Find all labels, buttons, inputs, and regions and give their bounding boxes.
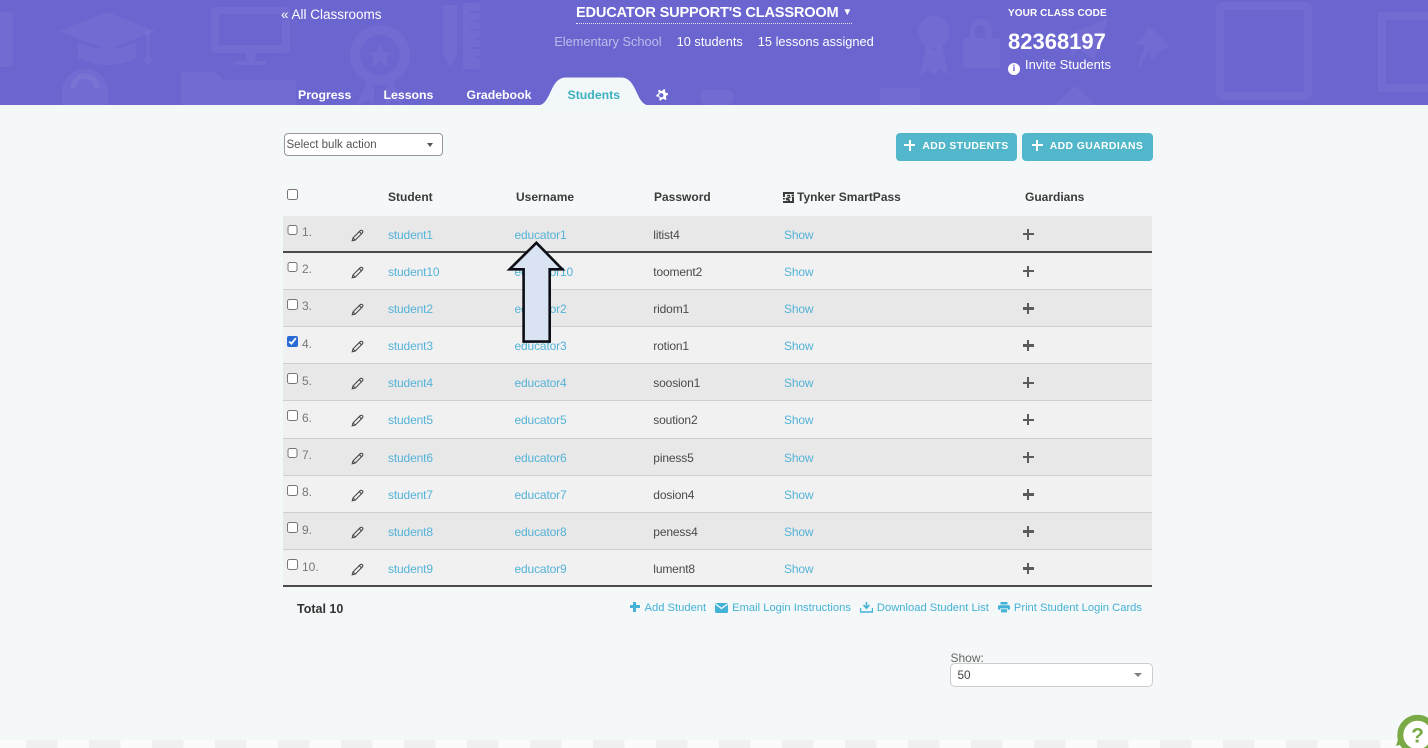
svg-text:?: ? <box>1411 725 1424 748</box>
